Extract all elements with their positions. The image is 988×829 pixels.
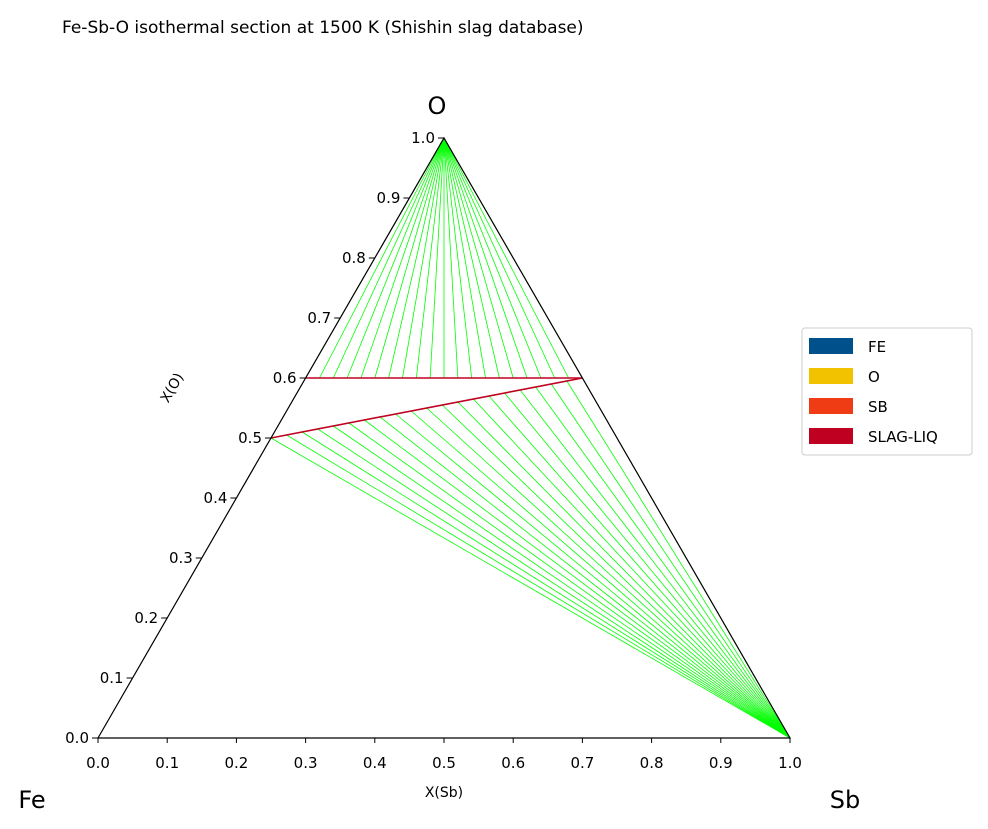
legend-swatch	[809, 368, 853, 384]
x-tick-label: 0.7	[570, 754, 594, 772]
x-tick-label: 0.0	[86, 754, 110, 772]
x-tick-label: 0.2	[224, 754, 248, 772]
tie-line	[443, 137, 569, 379]
tie-line	[317, 428, 791, 739]
tie-line	[519, 389, 791, 739]
legend-label: SLAG-LIQ	[868, 428, 938, 446]
legend-swatch	[809, 428, 853, 444]
legend-swatch	[809, 338, 853, 354]
y-tick-label: 0.9	[377, 189, 401, 207]
x-tick-label: 0.8	[640, 754, 664, 772]
tie-line	[379, 416, 791, 739]
x-tick-label: 0.4	[363, 754, 387, 772]
y-tick-label: 0.5	[238, 429, 262, 447]
y-tick-label: 0.3	[169, 549, 193, 567]
legend-label: SB	[868, 398, 888, 416]
tie-line	[457, 401, 791, 739]
y-tick-label: 0.4	[204, 489, 228, 507]
y-tick-label: 0.1	[100, 669, 124, 687]
y-tick-label: 1.0	[411, 129, 435, 147]
chart-title: Fe-Sb-O isothermal section at 1500 K (Sh…	[62, 18, 584, 38]
tie-line	[566, 380, 791, 739]
tie-line	[443, 137, 514, 379]
tie-line	[374, 137, 445, 379]
x-tick-label: 0.5	[432, 754, 456, 772]
tie-line	[443, 137, 542, 379]
y-tick-label: 0.7	[307, 309, 331, 327]
tie-line	[332, 137, 445, 379]
tie-line	[443, 137, 486, 379]
tie-line	[429, 137, 445, 379]
tie-line	[443, 137, 459, 379]
tie-line	[415, 137, 445, 379]
tie-line	[441, 404, 791, 739]
y-tick-label: 0.6	[273, 369, 297, 387]
x-axis-label: X(Sb)	[425, 785, 463, 801]
tie-line	[270, 437, 791, 739]
x-tick-label: 0.1	[155, 754, 179, 772]
x-tick-label: 0.3	[294, 754, 318, 772]
tie-line	[504, 392, 791, 739]
tie-line	[388, 137, 445, 379]
y-tick-label: 0.2	[134, 609, 158, 627]
tie-line	[364, 419, 791, 739]
tie-line	[443, 137, 473, 379]
tie-line	[535, 386, 791, 739]
tie-line	[443, 137, 556, 379]
tie-line	[346, 137, 445, 379]
tie-line	[333, 425, 791, 739]
tie-line	[348, 422, 791, 739]
tie-line	[443, 137, 500, 379]
vertex-label: Fe	[18, 786, 45, 814]
legend-box	[801, 327, 973, 456]
legend-swatch	[809, 398, 853, 414]
x-tick-label: 0.6	[501, 754, 525, 772]
tie-line	[426, 407, 791, 739]
tie-line	[360, 137, 445, 379]
legend-label: O	[868, 368, 880, 386]
tie-line	[443, 137, 528, 379]
vertex-label: O	[428, 92, 447, 120]
tie-line	[402, 137, 445, 379]
tie-line	[473, 398, 791, 739]
y-tick-label: 0.8	[342, 249, 366, 267]
y-axis-label: X(O)	[158, 370, 188, 405]
x-tick-label: 0.9	[709, 754, 733, 772]
x-tick-label: 1.0	[778, 754, 802, 772]
phase-boundary	[270, 377, 583, 439]
y-tick-label: 0.0	[65, 729, 89, 747]
tie-line	[488, 395, 791, 739]
tie-line	[319, 137, 445, 379]
tie-line	[301, 431, 791, 739]
vertex-label: Sb	[830, 786, 860, 814]
tie-line	[550, 383, 791, 739]
tie-line	[410, 410, 791, 739]
tie-line	[395, 413, 791, 739]
tie-line	[286, 434, 791, 739]
legend-label: FE	[868, 338, 886, 356]
